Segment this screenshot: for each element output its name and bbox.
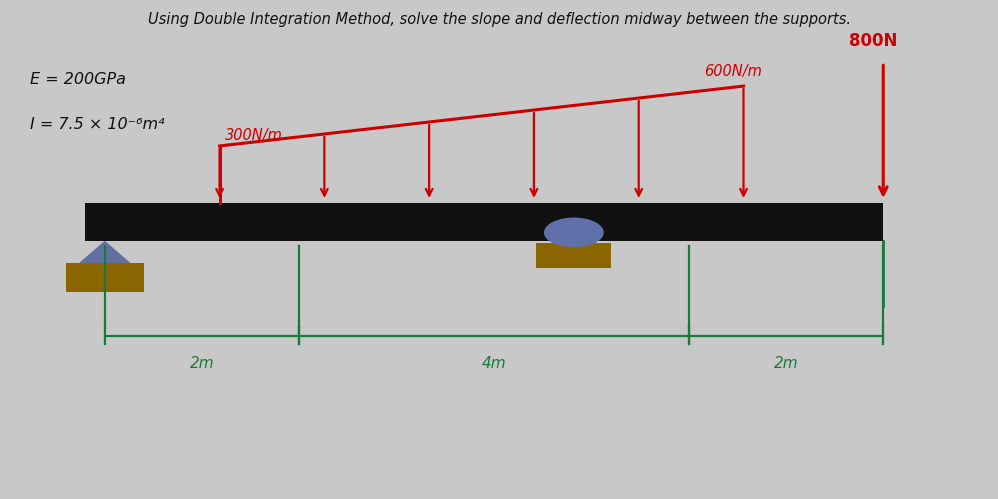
Bar [66,263,144,292]
Text: 300N/m: 300N/m [225,128,282,144]
Text: 600N/m: 600N/m [704,63,761,78]
Text: 2m: 2m [190,355,215,371]
Text: E = 200GPa: E = 200GPa [30,72,126,87]
Bar [536,243,611,268]
Text: I = 7.5 × 10⁻⁶m⁴: I = 7.5 × 10⁻⁶m⁴ [30,117,165,132]
Text: Using Double Integration Method, solve the slope and deflection midway between t: Using Double Integration Method, solve t… [148,12,850,27]
Text: 800N: 800N [849,32,897,50]
Bar [85,204,883,241]
Text: 4m: 4m [482,355,506,371]
Circle shape [544,218,604,248]
Text: 2m: 2m [773,355,798,371]
Polygon shape [79,241,131,263]
